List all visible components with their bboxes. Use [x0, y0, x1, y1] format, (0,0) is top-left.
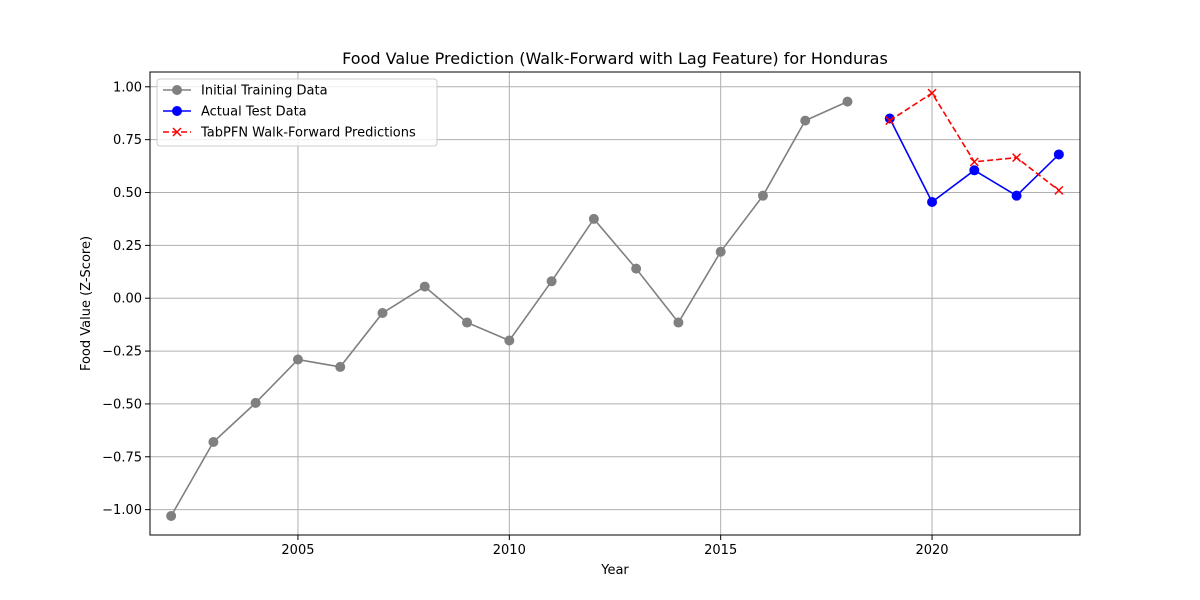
- y-tick-label: −0.75: [102, 450, 142, 465]
- data-point: [166, 510, 177, 521]
- series-0: [166, 96, 853, 521]
- data-point: [1012, 153, 1022, 163]
- data-point: [1054, 185, 1064, 195]
- y-tick-label: −0.50: [102, 397, 142, 412]
- y-axis-label: Food Value (Z-Score): [79, 236, 94, 371]
- y-tick-label: −0.25: [102, 345, 142, 360]
- legend-marker: [172, 106, 182, 116]
- data-point: [292, 354, 303, 365]
- x-tick-label: 2010: [493, 543, 526, 558]
- legend-label: Actual Test Data: [201, 105, 307, 120]
- y-tick-label: −1.00: [102, 503, 142, 518]
- data-point: [927, 197, 938, 208]
- axis-ticks: 2005 2010 2015 2020 1.00 0.75 0.50 0.25 0.00 −0.2…: [102, 80, 948, 558]
- data-point: [419, 281, 430, 292]
- data-point: [673, 317, 684, 328]
- y-tick-label: 0.00: [113, 292, 142, 307]
- data-point: [588, 213, 599, 224]
- legend-box: [156, 78, 438, 147]
- series-line: [889, 92, 1060, 192]
- data-point: [1011, 190, 1022, 201]
- data-point: [927, 88, 937, 98]
- y-tick-label: 0.50: [113, 186, 142, 201]
- data-point: [335, 361, 346, 372]
- y-tick-label: 1.00: [113, 80, 142, 95]
- data-point: [462, 317, 473, 328]
- data-point: [800, 115, 811, 126]
- plot-frame: [149, 71, 1081, 536]
- data-point: [631, 263, 642, 274]
- y-tick-label: 0.25: [113, 239, 142, 254]
- data-point: [504, 335, 515, 346]
- plot-area: [166, 88, 1064, 521]
- data-point: [715, 246, 726, 257]
- legend: Initial Training Data Actual Test Data Tab…: [156, 78, 438, 147]
- legend-marker: [172, 85, 182, 95]
- x-tick-label: 2015: [704, 543, 737, 558]
- legend-item: TabPFN Walk-Forward Predictions: [163, 126, 416, 141]
- data-point: [250, 397, 261, 408]
- data-point: [546, 276, 557, 287]
- legend-label: TabPFN Walk-Forward Predictions: [200, 126, 416, 141]
- x-axis-label: Year: [600, 563, 629, 578]
- data-point: [969, 157, 979, 167]
- data-point: [757, 190, 768, 201]
- data-point: [377, 308, 388, 319]
- chart-title: Food Value Prediction (Walk-Forward with…: [342, 49, 888, 68]
- legend-item: Actual Test Data: [163, 105, 307, 120]
- series-line: [889, 118, 1060, 203]
- legend-marker: [172, 127, 182, 137]
- x-tick-label: 2020: [915, 543, 948, 558]
- data-point: [842, 96, 853, 107]
- y-tick-label: 0.75: [113, 133, 142, 148]
- series-2: [885, 88, 1064, 195]
- legend-item: Initial Training Data: [163, 84, 328, 99]
- data-point: [885, 116, 895, 126]
- x-tick-label: 2005: [281, 543, 314, 558]
- legend-label: Initial Training Data: [201, 84, 328, 99]
- data-point: [208, 436, 219, 447]
- data-point: [1053, 149, 1064, 160]
- data-point: [969, 165, 980, 176]
